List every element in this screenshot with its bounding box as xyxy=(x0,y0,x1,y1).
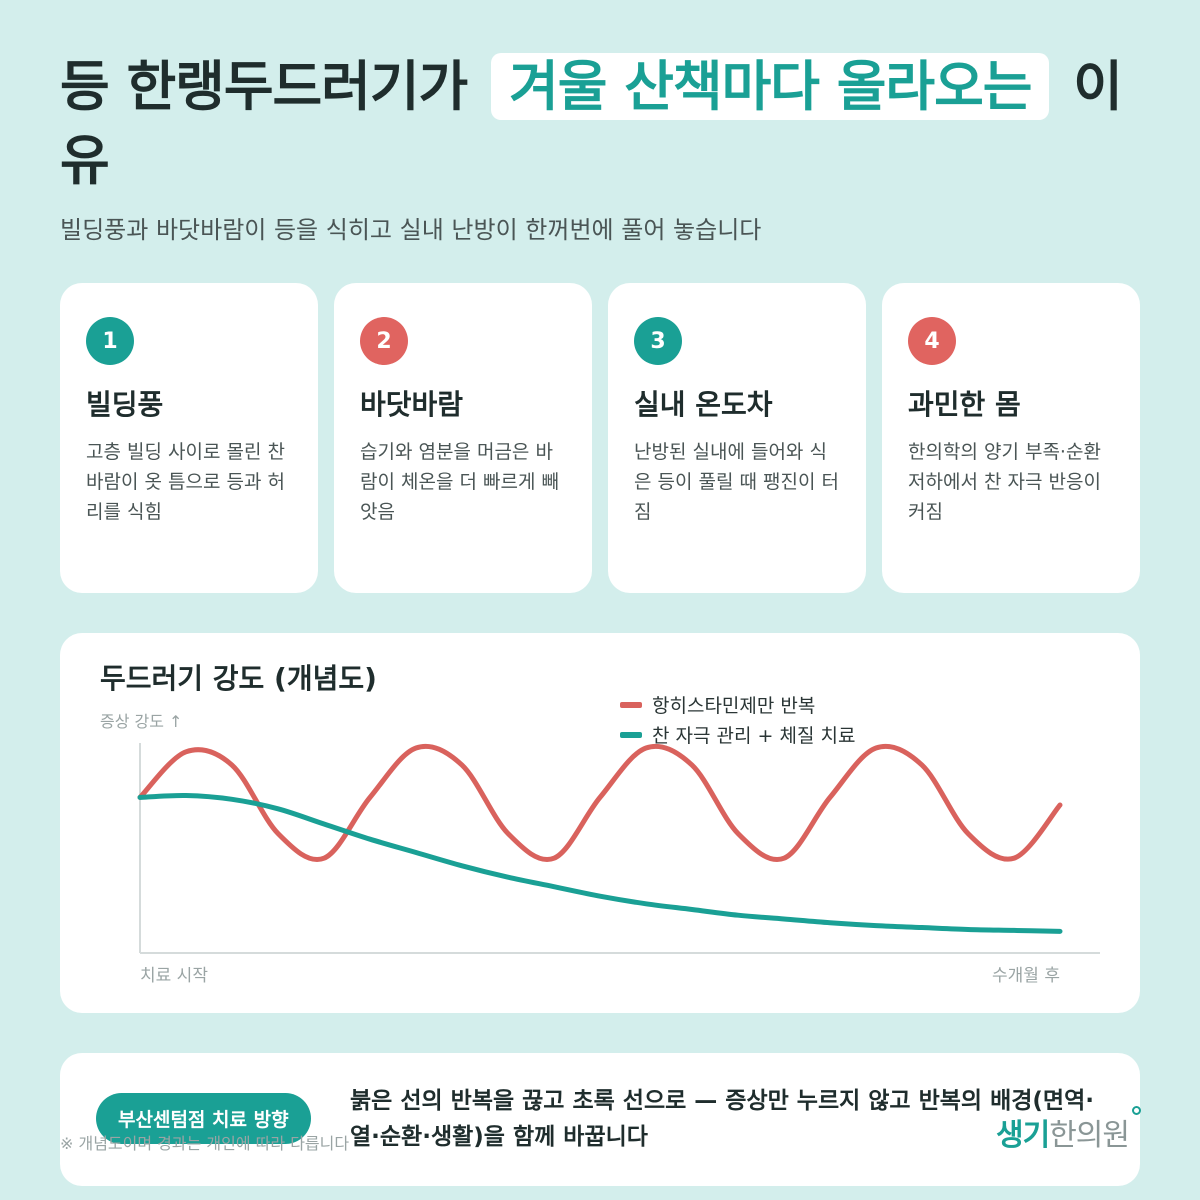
card-title: 실내 온도차 xyxy=(634,388,773,421)
clinic-logo: 생기한의원 xyxy=(996,1106,1142,1154)
x-end-label: 수개월 후 xyxy=(992,966,1060,986)
card-number-badge: 1 xyxy=(86,317,134,365)
card-title: 바닷바람 xyxy=(360,388,464,421)
card-description: 습기와 염분을 머금은 바람이 체온을 더 빠르게 빼앗음 xyxy=(360,441,559,523)
title-before: 등 한랭두드러기가 xyxy=(60,55,468,118)
legend-swatch-red xyxy=(620,702,642,708)
footnote: ※ 개념도이며 경과는 개인에 따라 다릅니다 xyxy=(60,1134,350,1153)
chart-panel: 두드러기 강도 (개념도) 증상 강도 ↑ 치료 시작 수개월 후 항히스타민제… xyxy=(60,633,1140,1013)
title-highlight: 겨울 산책마다 올라오는 xyxy=(491,53,1050,120)
treatment-direction-badge: 부산센텀점 치료 방향 xyxy=(96,1093,311,1144)
logo-sub-text: 한의원 xyxy=(1049,1118,1130,1153)
legend-label-red: 항히스타민제만 반복 xyxy=(652,695,815,717)
logo-dot-icon xyxy=(1132,1106,1142,1115)
treatment-summary: 붉은 선의 반복을 끊고 초록 선으로 — 증상만 누르지 않고 반복의 배경(… xyxy=(350,1088,1094,1150)
series-layer xyxy=(137,743,1063,934)
card-number-badge: 2 xyxy=(360,317,408,365)
card-description: 고층 빌딩 사이로 몰린 찬바람이 옷 틈으로 등과 허리를 식힘 xyxy=(86,441,285,523)
y-axis-label: 증상 강도 ↑ xyxy=(100,712,182,731)
intensity-chart: 증상 강도 ↑ 치료 시작 수개월 후 항히스타민제만 반복 찬 자극 관리 +… xyxy=(100,695,1100,986)
cause-card-3: 3 실내 온도차 난방된 실내에 들어와 식은 등이 풀릴 때 팽진이 터짐 xyxy=(608,283,866,593)
page-title: 등 한랭두드러기가 겨울 산책마다 올라오는 이유 xyxy=(60,50,1150,198)
title-after: 이유 xyxy=(60,55,1123,192)
chart-title: 두드러기 강도 (개념도) xyxy=(100,662,377,695)
series-line-antihistamine xyxy=(137,743,1063,862)
cause-cards: 1 빌딩풍 고층 빌딩 사이로 몰린 찬바람이 옷 틈으로 등과 허리를 식힘 … xyxy=(60,283,1140,593)
logo-main-text: 생기 xyxy=(996,1118,1050,1153)
cause-card-4: 4 과민한 몸 한의학의 양기 부족·순환 저하에서 찬 자극 반응이 커짐 xyxy=(882,283,1140,593)
cause-card-2: 2 바닷바람 습기와 염분을 머금은 바람이 체온을 더 빠르게 빼앗음 xyxy=(334,283,592,593)
cause-card-1: 1 빌딩풍 고층 빌딩 사이로 몰린 찬바람이 옷 틈으로 등과 허리를 식힘 xyxy=(60,283,318,593)
series-line-constitution xyxy=(137,792,1063,934)
legend: 항히스타민제만 반복 찬 자극 관리 + 체질 치료 xyxy=(620,695,855,747)
x-start-label: 치료 시작 xyxy=(140,966,208,986)
card-number-badge: 4 xyxy=(908,317,956,365)
card-number-badge: 3 xyxy=(634,317,682,365)
card-title: 빌딩풍 xyxy=(86,388,164,421)
page-subtitle: 빌딩풍과 바닷바람이 등을 식히고 실내 난방이 한꺼번에 풀어 놓습니다 xyxy=(60,216,762,244)
card-description: 한의학의 양기 부족·순환 저하에서 찬 자극 반응이 커짐 xyxy=(908,441,1101,523)
legend-label-teal: 찬 자극 관리 + 체질 치료 xyxy=(652,725,855,747)
card-description: 난방된 실내에 들어와 식은 등이 풀릴 때 팽진이 터짐 xyxy=(634,441,839,523)
card-title: 과민한 몸 xyxy=(908,388,1021,421)
legend-swatch-teal xyxy=(620,732,642,738)
bottom-panel: 부산센텀점 치료 방향 붉은 선의 반복을 끊고 초록 선으로 — 증상만 누르… xyxy=(60,1053,1140,1186)
